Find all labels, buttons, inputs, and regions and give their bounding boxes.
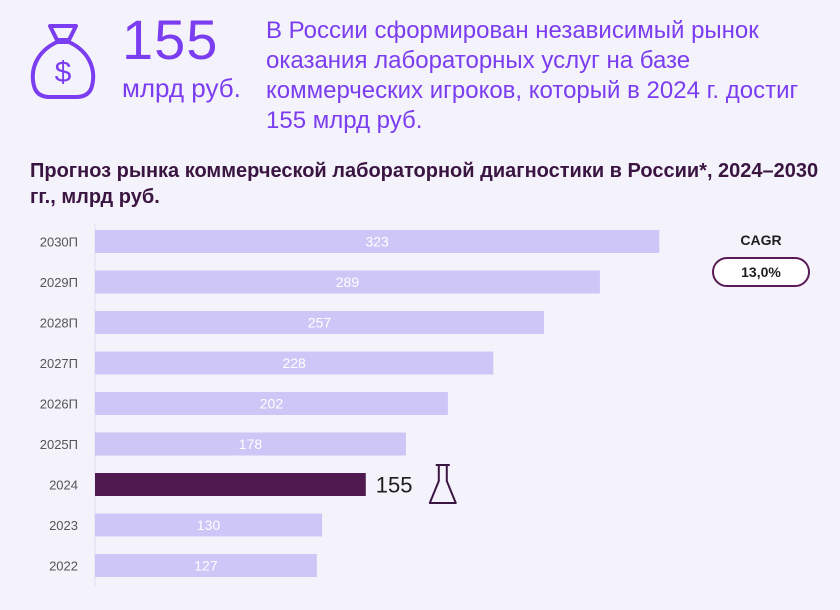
bar-value-label: 289 — [336, 274, 360, 290]
category-label: 2026П — [40, 397, 78, 412]
category-label: 2025П — [40, 437, 78, 452]
bar — [95, 270, 600, 294]
cagr-label: CAGR — [740, 232, 782, 248]
bar-value-label: 155 — [376, 473, 413, 498]
bar-value-label: 228 — [282, 355, 306, 371]
bar — [95, 432, 406, 456]
svg-text:$: $ — [55, 56, 72, 89]
category-label: 2024 — [49, 478, 78, 493]
bar — [95, 351, 494, 375]
bar-value-label: 178 — [239, 436, 263, 452]
bar — [95, 311, 544, 334]
category-label: 2022 — [49, 559, 78, 574]
bar — [95, 230, 660, 253]
market-size-number: 155 — [122, 8, 219, 71]
category-label: 2023 — [49, 518, 78, 533]
money-bag-icon: $ — [30, 24, 96, 99]
category-label: 2028П — [40, 316, 78, 331]
bar-value-label: 257 — [308, 315, 332, 331]
chart-title: Прогноз рынка коммерческой лабораторной … — [30, 160, 819, 208]
headline-text: В России сформирован независимый рынок о… — [266, 17, 799, 134]
category-label: 2027П — [40, 356, 78, 371]
bar-value-label: 127 — [194, 558, 218, 574]
bar — [95, 513, 323, 537]
bar — [95, 554, 317, 577]
bar-value-label: 130 — [197, 517, 221, 533]
flask-icon — [428, 464, 457, 504]
bar-value-label: 323 — [365, 234, 389, 250]
bar-value-label: 202 — [260, 396, 284, 412]
bar-highlight — [95, 473, 366, 496]
category-label: 2030П — [40, 235, 78, 250]
market-size-unit: млрд руб. — [122, 73, 241, 103]
category-label: 2029П — [40, 275, 78, 290]
bar — [95, 392, 448, 415]
cagr-value-badge: 13,0% — [712, 257, 810, 287]
